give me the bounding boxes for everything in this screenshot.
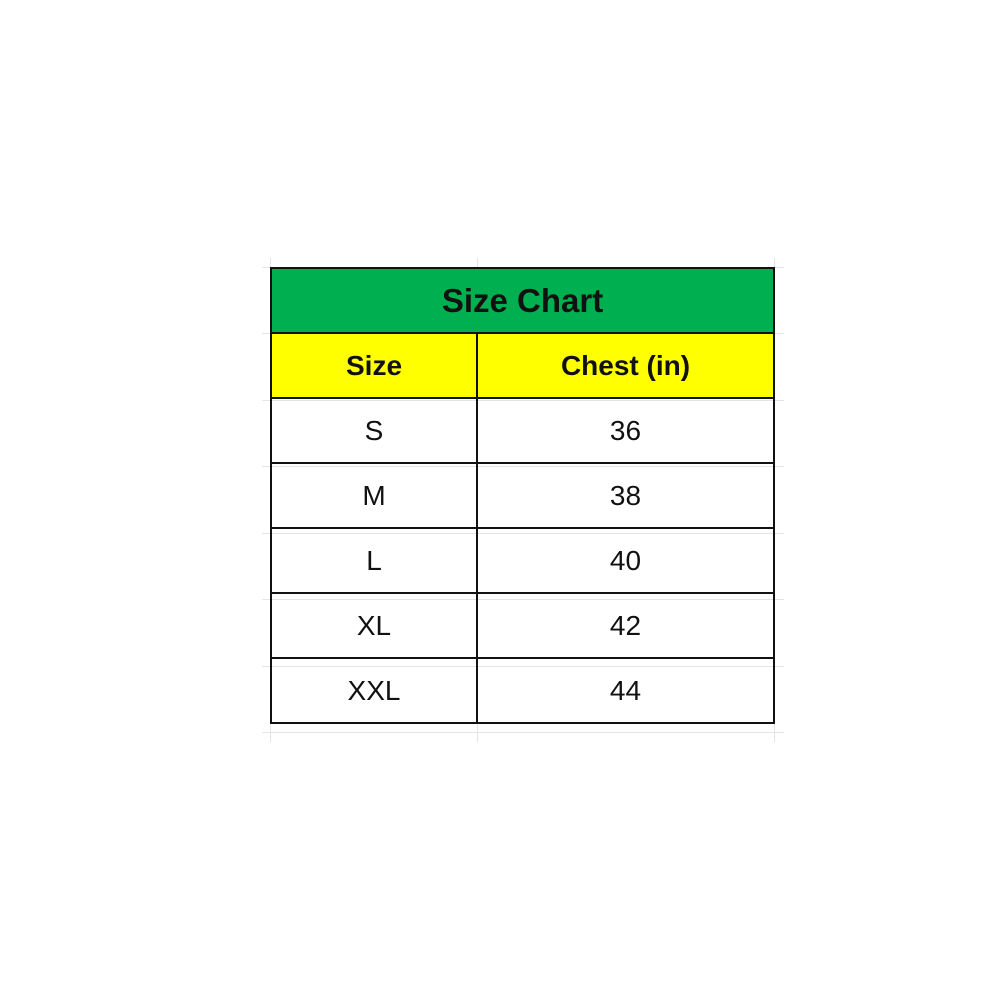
gridline bbox=[262, 732, 784, 733]
cell-size[interactable]: S bbox=[270, 397, 478, 464]
table-row: M 38 bbox=[270, 462, 775, 529]
cell-chest[interactable]: 36 bbox=[476, 397, 775, 464]
table-row: S 36 bbox=[270, 397, 775, 464]
cell-chest[interactable]: 44 bbox=[476, 657, 775, 724]
cell-size[interactable]: L bbox=[270, 527, 478, 594]
table-row: XL 42 bbox=[270, 592, 775, 659]
table-row: XXL 44 bbox=[270, 657, 775, 724]
column-header-chest[interactable]: Chest (in) bbox=[476, 332, 775, 399]
cell-chest[interactable]: 42 bbox=[476, 592, 775, 659]
table-title[interactable]: Size Chart bbox=[270, 267, 775, 334]
cell-chest[interactable]: 40 bbox=[476, 527, 775, 594]
cell-size[interactable]: XL bbox=[270, 592, 478, 659]
table-row: L 40 bbox=[270, 527, 775, 594]
header-row: Size Chest (in) bbox=[270, 332, 775, 399]
size-chart-table: Size Chart Size Chest (in) S 36 M 38 L 4… bbox=[270, 267, 775, 724]
column-header-size[interactable]: Size bbox=[270, 332, 478, 399]
cell-size[interactable]: M bbox=[270, 462, 478, 529]
gridline bbox=[774, 258, 775, 742]
cell-size[interactable]: XXL bbox=[270, 657, 478, 724]
cell-chest[interactable]: 38 bbox=[476, 462, 775, 529]
title-row: Size Chart bbox=[270, 267, 775, 334]
